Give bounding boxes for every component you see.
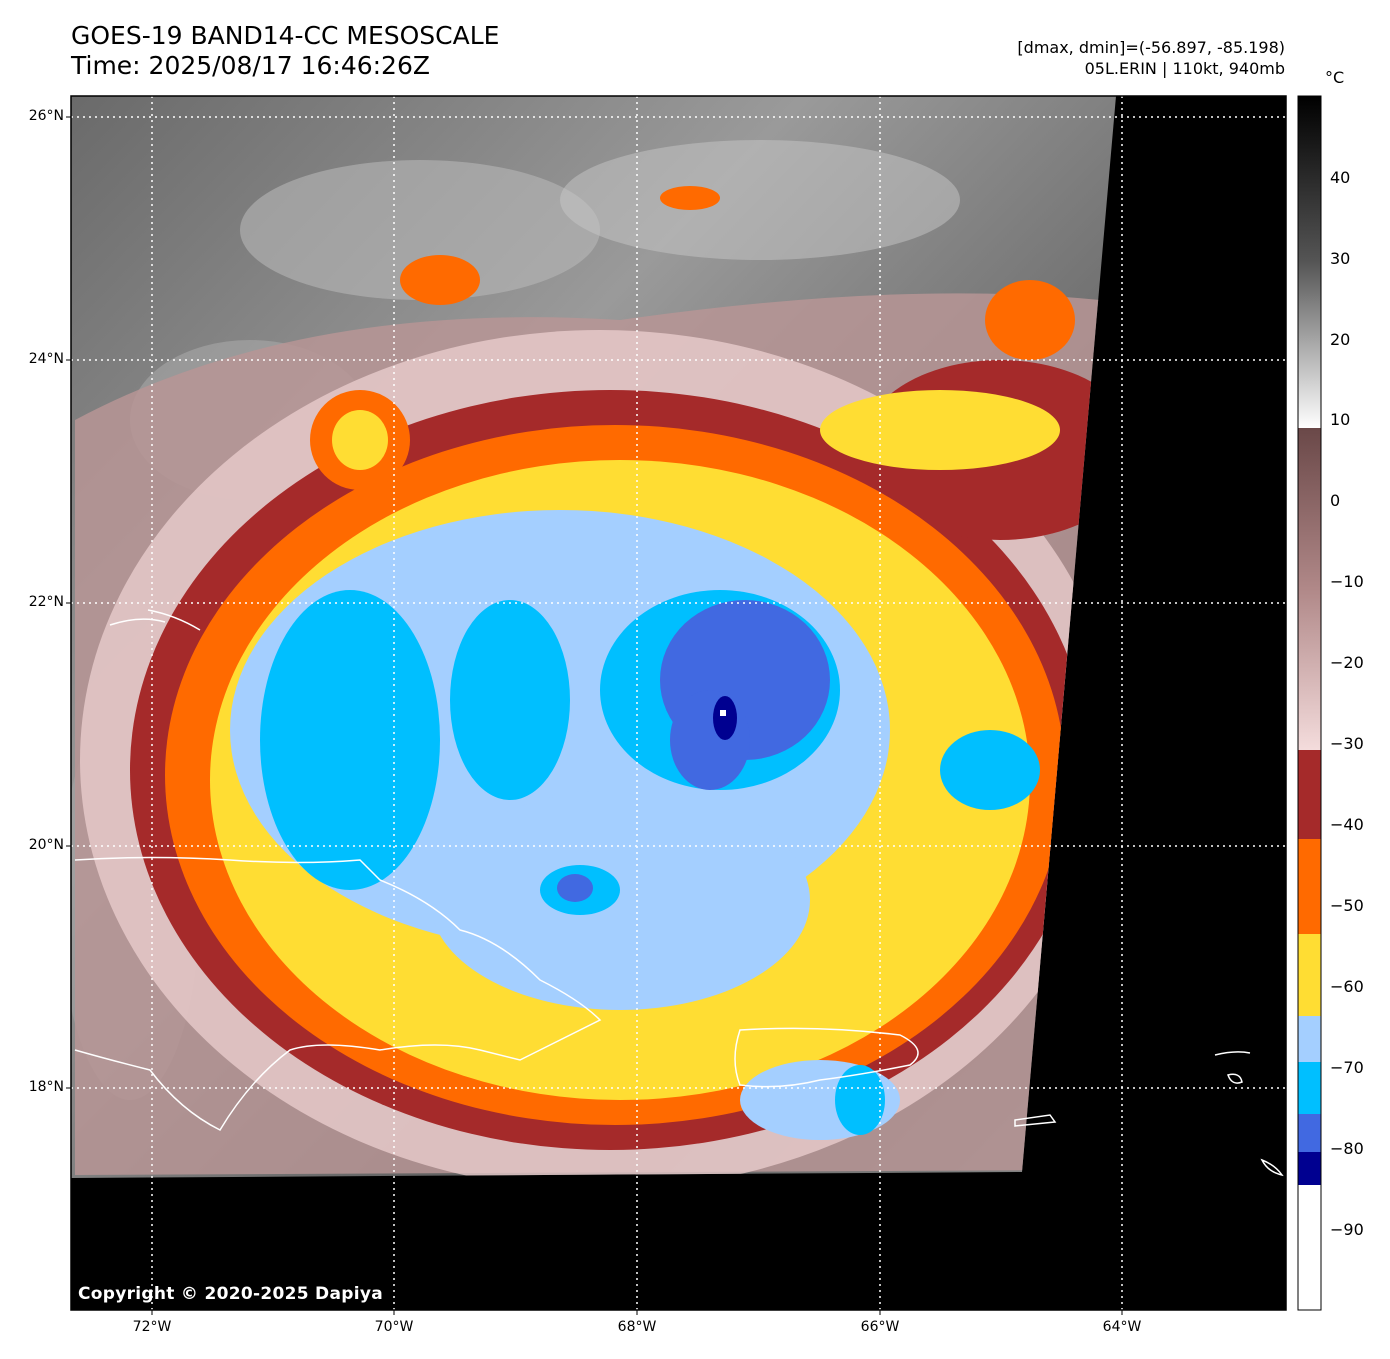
colorbar-tick: 20: [1330, 330, 1351, 349]
colorbar-tick: 40: [1330, 168, 1351, 187]
colorbar-tick: 30: [1330, 249, 1351, 268]
lon-label-66w: 66°W: [860, 1319, 900, 1335]
colorbar-tick: −20: [1330, 653, 1364, 672]
colorbar-tick: −30: [1330, 734, 1364, 753]
colorbar-tick: −10: [1330, 572, 1364, 591]
colorbar-tick: −80: [1330, 1139, 1364, 1158]
map-frame: [70, 95, 1287, 1311]
axis-ticks: [66, 116, 1123, 1315]
colorbar: [1297, 95, 1322, 1311]
colorbar-tick: −40: [1330, 815, 1364, 834]
lon-label-72w: 72°W: [132, 1319, 172, 1335]
colorbar-tick: −90: [1330, 1220, 1364, 1239]
colorbar-tick: 10: [1330, 410, 1351, 429]
colorbar-tick: −50: [1330, 896, 1364, 915]
lon-label-70w: 70°W: [374, 1319, 414, 1335]
copyright-text: Copyright © 2020-2025 Dapiya: [78, 1284, 383, 1304]
colorbar-unit: °C: [1325, 68, 1345, 87]
lon-label-64w: 64°W: [1102, 1319, 1142, 1335]
lat-label-26n: 26°N: [28, 108, 64, 124]
storm-info-text: 05L.ERIN | 110kt, 940mb: [1084, 59, 1285, 78]
colorbar-tick: −60: [1330, 977, 1364, 996]
colorbar-tick: 0: [1330, 491, 1341, 510]
lat-label-22n: 22°N: [28, 594, 64, 610]
map-title: GOES-19 BAND14-CC MESOSCALE: [71, 21, 500, 50]
lat-label-20n: 20°N: [28, 837, 64, 853]
colorbar-tick: −70: [1330, 1058, 1364, 1077]
coastlines: [74, 609, 1284, 1177]
gridlines: [71, 96, 1286, 1310]
lat-label-24n: 24°N: [28, 351, 64, 367]
lon-label-68w: 68°W: [617, 1319, 657, 1335]
data-range-text: [dmax, dmin]=(-56.897, -85.198): [1017, 38, 1285, 57]
satellite-swath: [71, 96, 1116, 1178]
lat-label-18n: 18°N: [28, 1079, 64, 1095]
map-time: Time: 2025/08/17 16:46:26Z: [71, 51, 430, 80]
